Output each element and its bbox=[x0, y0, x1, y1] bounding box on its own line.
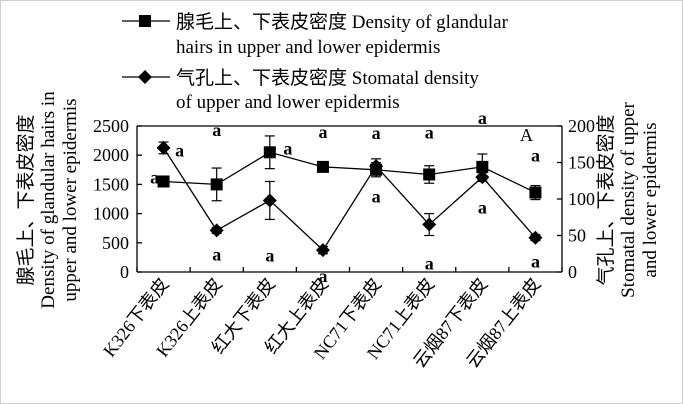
significance-label: a bbox=[265, 245, 274, 265]
data-point-diamond bbox=[315, 243, 330, 258]
significance-label: a bbox=[531, 146, 540, 166]
data-point-diamond bbox=[528, 230, 543, 245]
right-tick-label: 50 bbox=[568, 226, 586, 246]
left-axis-ticks: 0 500 1000 1500 2000 2500 bbox=[93, 116, 142, 282]
right-tick-label: 150 bbox=[568, 153, 595, 173]
significance-label: a bbox=[478, 197, 487, 217]
data-point-square bbox=[476, 160, 489, 173]
data-point-square bbox=[529, 186, 542, 199]
series-line bbox=[163, 151, 536, 194]
legend-marker-diamond bbox=[138, 70, 152, 84]
significance-label: a bbox=[425, 254, 434, 274]
data-point-diamond bbox=[209, 223, 224, 238]
left-tick-label: 2500 bbox=[93, 116, 129, 136]
legend-label-stomatal-1: 气孔上、下表皮密度 Stomatal density bbox=[176, 67, 479, 89]
significance-label: a bbox=[372, 186, 381, 206]
right-axis-title: 气孔上、下表皮密度 Stomatal density of upper and … bbox=[595, 101, 661, 297]
left-tick-label: 2000 bbox=[93, 145, 129, 165]
data-point-diamond bbox=[422, 217, 437, 232]
legend-label-stomatal-2: of upper and lower epidermis bbox=[176, 92, 400, 113]
data-point-square bbox=[210, 178, 223, 191]
series-stomatal: a a a a a a a a bbox=[156, 140, 543, 286]
significance-label: a bbox=[478, 108, 487, 128]
series-line bbox=[163, 147, 536, 252]
right-axis-title-line3: and lower epidermis bbox=[640, 122, 661, 277]
data-point-diamond bbox=[156, 140, 171, 155]
legend-label-glandular-2: hairs in upper and lower epidermis bbox=[176, 37, 440, 58]
panel-label: A bbox=[520, 125, 533, 145]
x-axis-ticks: K326下表皮K326上表皮红大下表皮红大上表皮NC71下表皮NC71上表皮云烟… bbox=[99, 267, 563, 372]
left-tick-label: 0 bbox=[120, 262, 129, 282]
right-tick-label: 100 bbox=[568, 189, 595, 209]
left-tick-label: 500 bbox=[102, 233, 129, 253]
right-axis-title-line1: 气孔上、下表皮密度 bbox=[595, 114, 617, 285]
significance-label: a bbox=[318, 266, 327, 286]
right-axis-title-line2: Stomatal density of upper bbox=[618, 101, 639, 297]
left-axis-title-line3: upper and lower epidermis bbox=[60, 98, 81, 301]
left-axis-title-line2: Density of glandular hairs in bbox=[38, 91, 59, 309]
significance-label: a bbox=[283, 138, 292, 158]
data-point-square bbox=[423, 168, 436, 181]
data-point-diamond bbox=[475, 170, 490, 185]
right-tick-label: 200 bbox=[568, 116, 595, 136]
significance-label: a bbox=[150, 167, 159, 187]
data-point-square bbox=[316, 160, 329, 173]
legend-marker-square bbox=[139, 15, 151, 27]
left-axis-title-line1: 腺毛上、下表皮密度 bbox=[15, 114, 37, 285]
data-point-square bbox=[157, 175, 170, 188]
data-point-diamond bbox=[369, 159, 384, 174]
left-axis-title: 腺毛上、下表皮密度 Density of glandular hairs in … bbox=[15, 91, 81, 309]
data-point-square bbox=[263, 146, 276, 159]
right-tick-label: 0 bbox=[568, 262, 577, 282]
significance-label: a bbox=[212, 120, 221, 140]
left-tick-label: 1000 bbox=[93, 204, 129, 224]
left-tick-label: 1500 bbox=[93, 174, 129, 194]
significance-label: a bbox=[318, 122, 327, 142]
axes bbox=[136, 125, 563, 273]
significance-label: a bbox=[372, 123, 381, 143]
legend-label-glandular-1: 腺毛上、下表皮密度 Density of glandular bbox=[176, 11, 509, 33]
significance-label: a bbox=[425, 123, 434, 143]
legend: 腺毛上、下表皮密度 Density of glandular hairs in … bbox=[122, 11, 509, 113]
data-point-diamond bbox=[262, 193, 277, 208]
right-axis-ticks: 0 50 100 150 200 bbox=[557, 116, 595, 282]
significance-label: a bbox=[531, 252, 540, 272]
significance-label: a bbox=[212, 244, 221, 264]
significance-label: a bbox=[175, 141, 184, 161]
